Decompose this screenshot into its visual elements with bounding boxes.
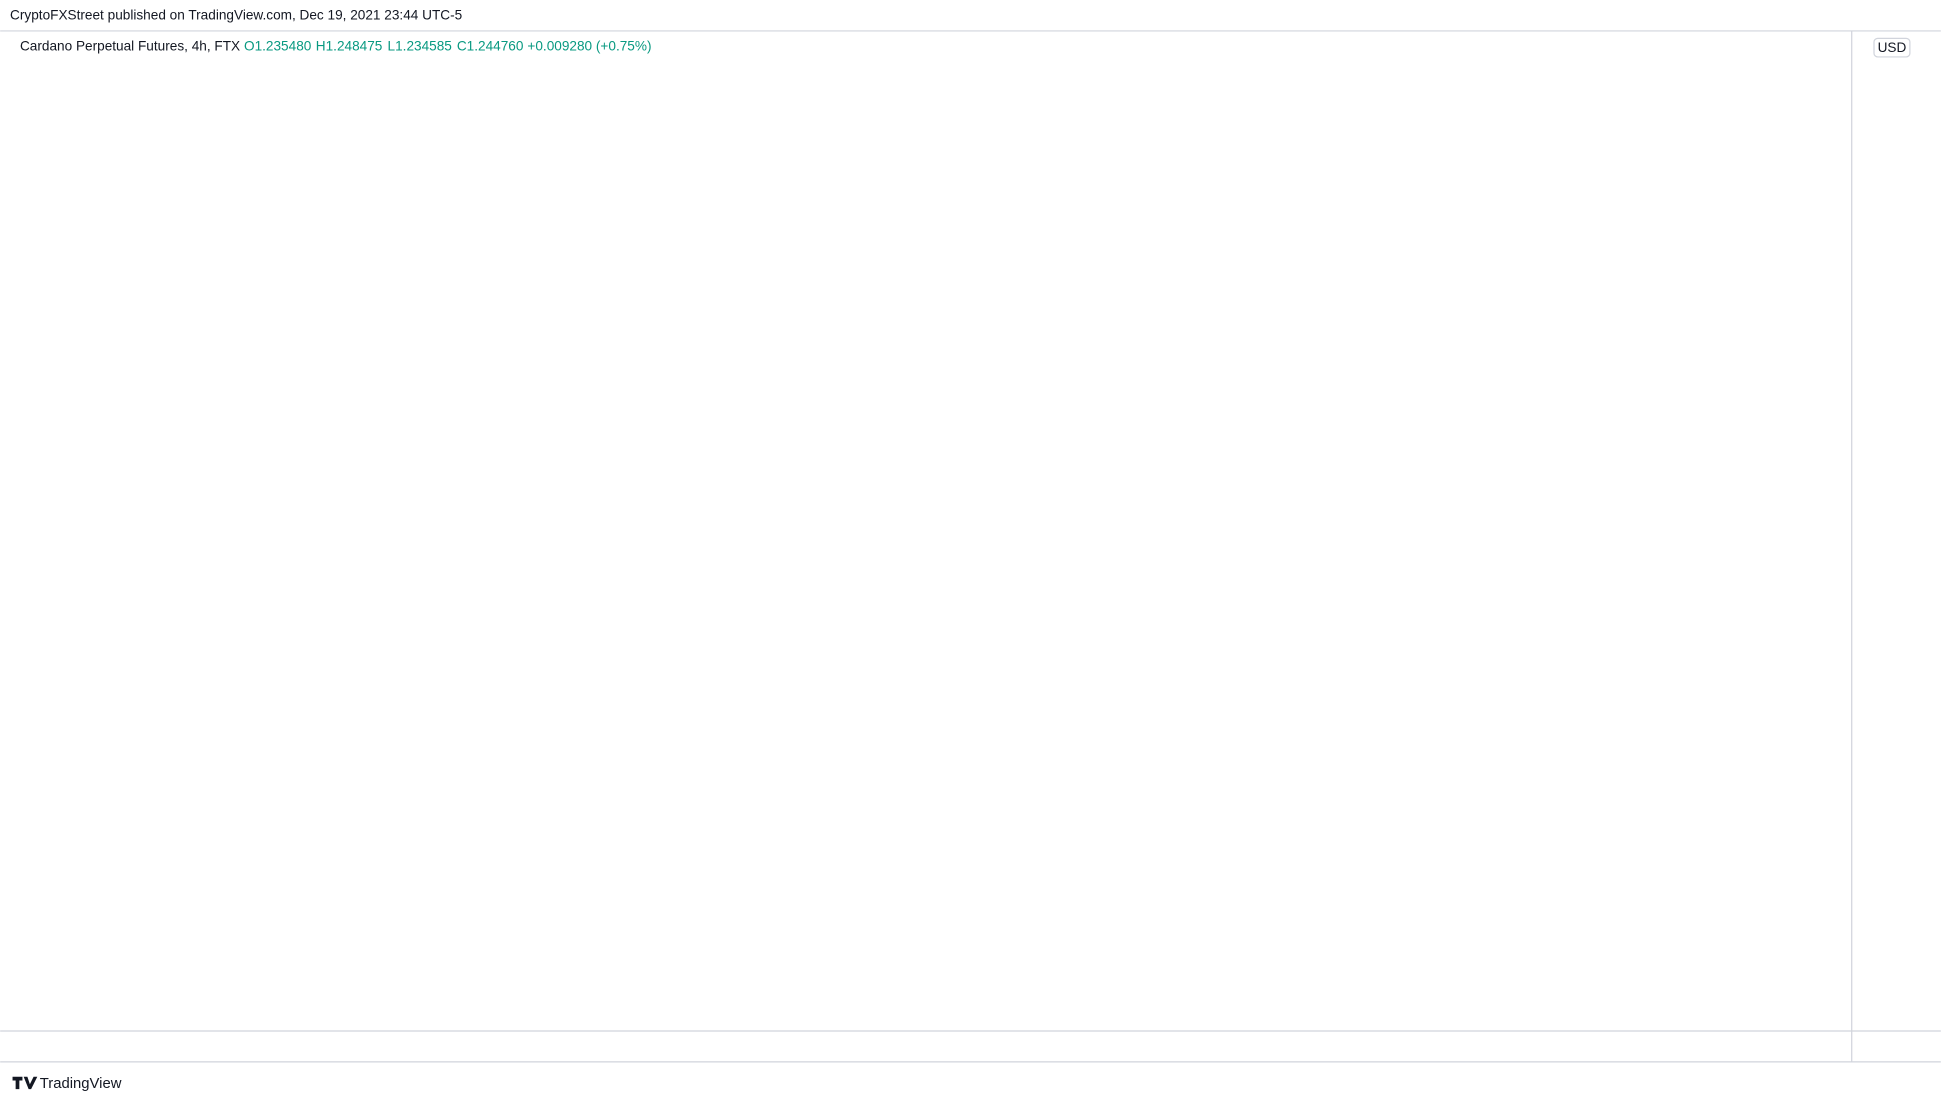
brand-name: TradingView [40,1076,122,1092]
brand-logo [12,1076,38,1090]
currency-label[interactable]: USD [1878,40,1907,55]
symbol-title: Cardano Perpetual Futures, 4h, FTX [20,39,240,54]
publisher: CryptoFXStreet published on TradingView.… [10,8,462,23]
open-value: O1.235480 [244,39,312,54]
close-value: C1.244760 [457,39,524,54]
low-value: L1.234585 [388,39,452,54]
currency-button[interactable] [1873,37,1911,58]
change-value: +0.009280 (+0.75%) [527,39,651,54]
high-value: H1.248475 [316,39,383,54]
